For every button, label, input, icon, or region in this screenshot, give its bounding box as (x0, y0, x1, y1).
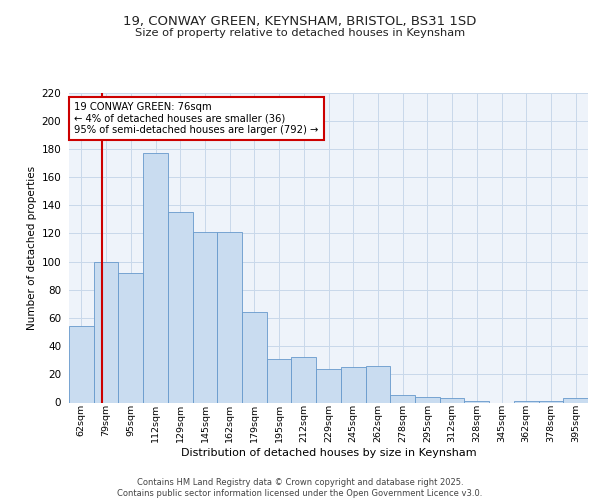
Text: 19 CONWAY GREEN: 76sqm
← 4% of detached houses are smaller (36)
95% of semi-deta: 19 CONWAY GREEN: 76sqm ← 4% of detached … (74, 102, 319, 135)
Bar (341, 368, 365, 402)
Bar (69, 326, 94, 402)
Bar (440, 398, 464, 402)
Bar (563, 398, 588, 402)
Text: Contains HM Land Registry data © Crown copyright and database right 2025.
Contai: Contains HM Land Registry data © Crown c… (118, 478, 482, 498)
X-axis label: Distribution of detached houses by size in Keynsham: Distribution of detached houses by size … (181, 448, 476, 458)
Bar (94, 262, 118, 402)
Text: 19, CONWAY GREEN, KEYNSHAM, BRISTOL, BS31 1SD: 19, CONWAY GREEN, KEYNSHAM, BRISTOL, BS3… (124, 15, 476, 28)
Bar (193, 232, 217, 402)
Bar (143, 153, 168, 402)
Bar (217, 232, 242, 402)
Bar (365, 366, 390, 403)
Bar (316, 368, 341, 402)
Bar (242, 312, 267, 402)
Bar (292, 358, 316, 403)
Bar (539, 401, 563, 402)
Bar (464, 401, 489, 402)
Bar (267, 359, 292, 403)
Text: Size of property relative to detached houses in Keynsham: Size of property relative to detached ho… (135, 28, 465, 38)
Bar (168, 212, 193, 402)
Bar (118, 273, 143, 402)
Y-axis label: Number of detached properties: Number of detached properties (28, 166, 37, 330)
Bar (390, 396, 415, 402)
Bar (415, 397, 440, 402)
Bar (514, 401, 539, 402)
